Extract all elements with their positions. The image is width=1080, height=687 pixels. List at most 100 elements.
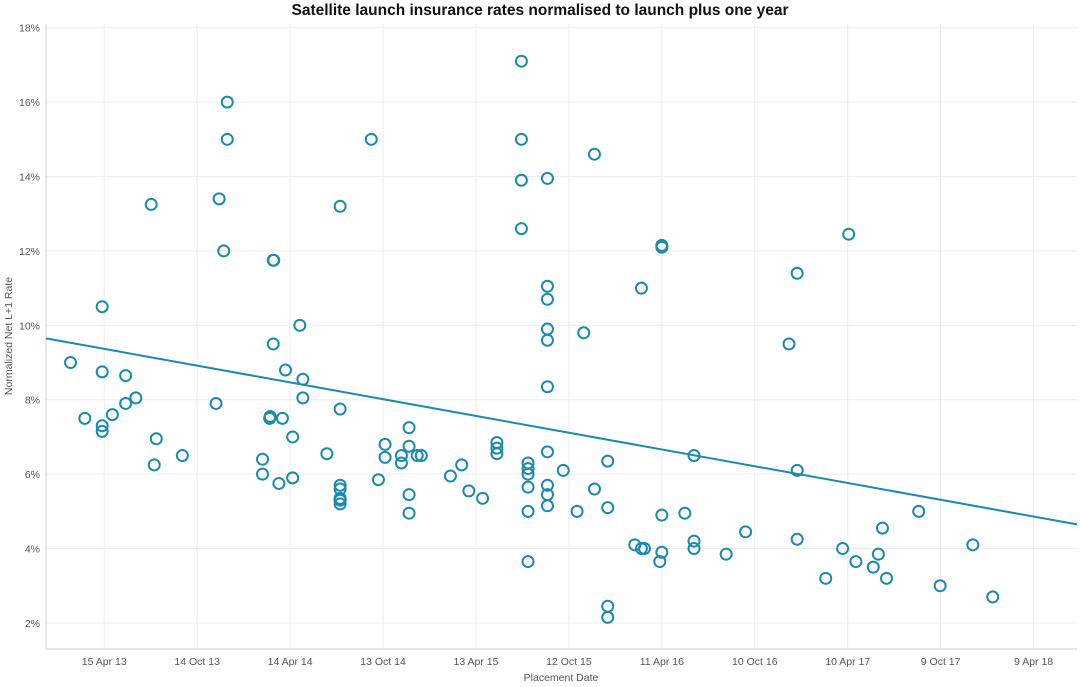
data-point[interactable] <box>849 555 863 569</box>
data-point[interactable] <box>490 447 504 461</box>
data-point[interactable] <box>414 449 428 463</box>
data-point[interactable] <box>687 534 701 548</box>
data-point[interactable] <box>514 54 528 68</box>
data-point[interactable] <box>149 432 163 446</box>
data-point[interactable] <box>540 478 554 492</box>
data-point[interactable] <box>514 132 528 146</box>
data-point[interactable] <box>95 300 109 314</box>
data-point[interactable] <box>333 199 347 213</box>
data-point[interactable] <box>256 452 270 466</box>
data-point[interactable] <box>655 240 669 254</box>
data-point[interactable] <box>790 532 804 546</box>
data-point[interactable] <box>521 555 535 569</box>
data-point[interactable] <box>105 408 119 422</box>
data-point[interactable] <box>655 545 669 559</box>
data-point[interactable] <box>540 279 554 293</box>
data-point[interactable] <box>129 391 143 405</box>
data-point[interactable] <box>601 599 615 613</box>
data-point[interactable] <box>521 480 535 494</box>
data-point[interactable] <box>378 450 392 464</box>
data-point[interactable] <box>402 421 416 435</box>
data-point[interactable] <box>637 542 651 556</box>
data-point[interactable] <box>266 337 280 351</box>
data-point[interactable] <box>634 281 648 295</box>
data-point[interactable] <box>402 488 416 502</box>
data-point[interactable] <box>587 482 601 496</box>
data-point[interactable] <box>402 439 416 453</box>
data-point[interactable] <box>587 147 601 161</box>
data-point[interactable] <box>986 590 1000 604</box>
data-point[interactable] <box>540 171 554 185</box>
data-point[interactable] <box>217 244 231 258</box>
data-point[interactable] <box>782 337 796 351</box>
data-point[interactable] <box>333 493 347 507</box>
data-point[interactable] <box>819 571 833 585</box>
data-point[interactable] <box>147 458 161 472</box>
data-point[interactable] <box>286 471 300 485</box>
data-point[interactable] <box>540 499 554 513</box>
data-point[interactable] <box>655 508 669 522</box>
data-point[interactable] <box>540 380 554 394</box>
data-point[interactable] <box>333 497 347 511</box>
data-point[interactable] <box>263 409 277 423</box>
data-point[interactable] <box>267 253 281 267</box>
data-point[interactable] <box>144 197 158 211</box>
data-point[interactable] <box>402 506 416 520</box>
data-point[interactable] <box>378 437 392 451</box>
data-point[interactable] <box>653 555 667 569</box>
data-point[interactable] <box>514 222 528 236</box>
data-point[interactable] <box>476 491 490 505</box>
data-point[interactable] <box>570 504 584 518</box>
data-point[interactable] <box>64 356 78 370</box>
data-point[interactable] <box>556 463 570 477</box>
data-point[interactable] <box>95 365 109 379</box>
data-point[interactable] <box>78 411 92 425</box>
data-point[interactable] <box>333 402 347 416</box>
data-point[interactable] <box>119 396 133 410</box>
data-point[interactable] <box>540 333 554 347</box>
data-point[interactable] <box>577 326 591 340</box>
data-point[interactable] <box>912 504 926 518</box>
data-point[interactable] <box>521 467 535 481</box>
data-point[interactable] <box>394 456 408 470</box>
data-point[interactable] <box>462 484 476 498</box>
data-point[interactable] <box>371 473 385 487</box>
data-point[interactable] <box>220 95 234 109</box>
data-point[interactable] <box>601 501 615 515</box>
data-point[interactable] <box>296 391 310 405</box>
data-point[interactable] <box>278 363 292 377</box>
data-point[interactable] <box>836 542 850 556</box>
data-point[interactable] <box>739 525 753 539</box>
data-point[interactable] <box>275 411 289 425</box>
data-point[interactable] <box>687 542 701 556</box>
data-point[interactable] <box>521 462 535 476</box>
data-point[interactable] <box>601 454 615 468</box>
data-point[interactable] <box>293 318 307 332</box>
data-point[interactable] <box>521 504 535 518</box>
data-point[interactable] <box>333 478 347 492</box>
data-point[interactable] <box>286 430 300 444</box>
data-point[interactable] <box>272 476 286 490</box>
data-point[interactable] <box>540 292 554 306</box>
data-point[interactable] <box>719 547 733 561</box>
data-point[interactable] <box>790 266 804 280</box>
data-point[interactable] <box>678 506 692 520</box>
data-point[interactable] <box>256 467 270 481</box>
data-point[interactable] <box>455 458 469 472</box>
data-point[interactable] <box>320 447 334 461</box>
data-point[interactable] <box>790 463 804 477</box>
data-point[interactable] <box>410 449 424 463</box>
data-point[interactable] <box>175 449 189 463</box>
data-point[interactable] <box>601 610 615 624</box>
data-point[interactable] <box>95 424 109 438</box>
data-point[interactable] <box>842 227 856 241</box>
data-point[interactable] <box>875 521 889 535</box>
data-point[interactable] <box>490 441 504 455</box>
data-point[interactable] <box>871 547 885 561</box>
data-point[interactable] <box>220 132 234 146</box>
data-point[interactable] <box>212 192 226 206</box>
data-point[interactable] <box>933 579 947 593</box>
data-point[interactable] <box>394 449 408 463</box>
data-point[interactable] <box>364 132 378 146</box>
data-point[interactable] <box>443 469 457 483</box>
